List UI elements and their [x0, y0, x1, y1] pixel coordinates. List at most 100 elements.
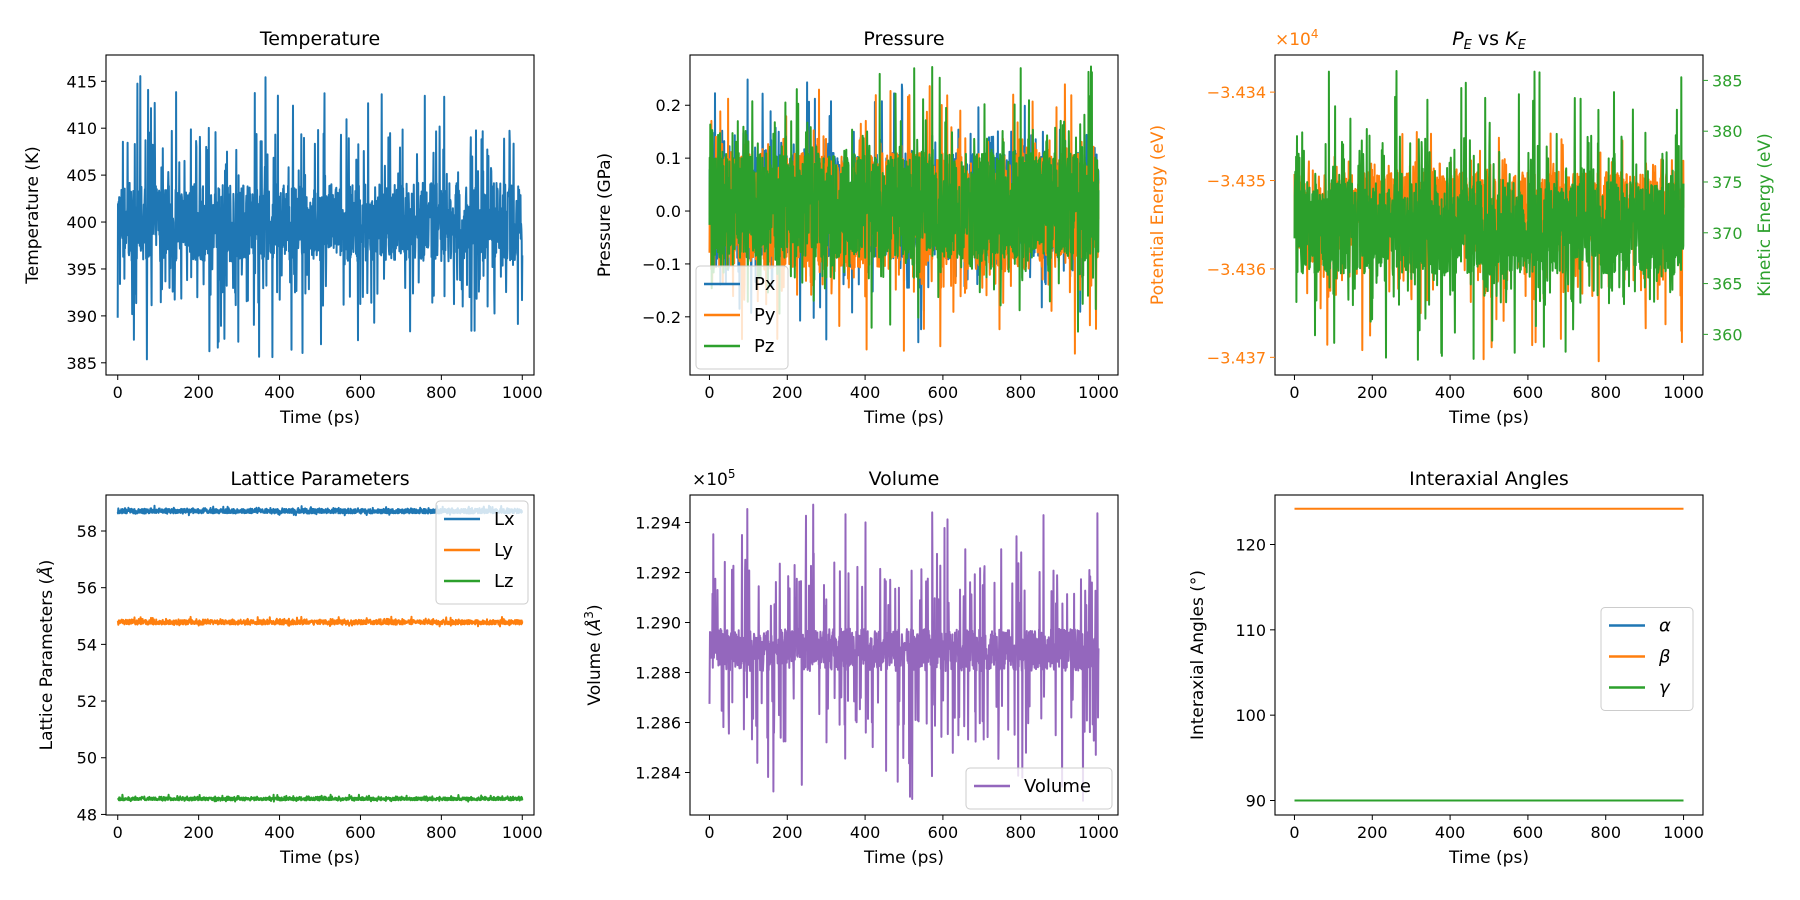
- y-tick-label: 120: [1235, 535, 1266, 554]
- x-tick-label: 400: [264, 383, 295, 402]
- x-tick-label: 600: [345, 383, 376, 402]
- y-tick-label: 405: [66, 166, 97, 185]
- series-line-volume: [708, 503, 1100, 802]
- series-line-pz: [708, 65, 1100, 333]
- y-tick-label: 48: [77, 805, 97, 824]
- x-tick-label: 0: [1289, 383, 1299, 402]
- x-tick-label: 800: [426, 823, 457, 842]
- y2-tick-label: 365: [1712, 275, 1743, 294]
- plot-frame: [105, 54, 535, 376]
- y-tick-label: −3.436: [1207, 260, 1266, 279]
- legend-label: Ly: [494, 540, 513, 561]
- x-tick-label: 1000: [502, 823, 543, 842]
- y2-tick-label: 370: [1712, 224, 1743, 243]
- legend-label: γ: [1659, 678, 1671, 699]
- legend: αβγ: [1600, 607, 1694, 711]
- x-tick-label: 200: [1357, 383, 1388, 402]
- y-tick-label: 0.2: [656, 96, 681, 115]
- legend-label: Px: [754, 274, 776, 295]
- legend-label: Py: [754, 305, 776, 326]
- y-tick-label: −3.437: [1207, 348, 1266, 367]
- chart-panel-6: 0 200 400 600 800 1000 90 100 110 120 Interaxial A…: [1188, 468, 1704, 868]
- legend-box: [1600, 607, 1694, 711]
- y-tick-label: 385: [66, 354, 97, 373]
- series-group: [1294, 507, 1684, 802]
- axis-offset-text: ×105: [692, 467, 736, 490]
- y-tick-label: 0.1: [656, 149, 681, 168]
- y-tick-label: 1.288: [635, 664, 681, 683]
- legend: Lx Ly Lz: [435, 500, 529, 605]
- x-tick-label: 400: [1435, 823, 1466, 842]
- y-tick-label: −0.2: [642, 308, 681, 327]
- y-axis-label: Temperature (K): [23, 146, 43, 285]
- x-tick-label: 200: [183, 823, 214, 842]
- x-axis-label: Time (ps): [863, 848, 944, 868]
- series-line-kinetic-energy: [1293, 70, 1685, 361]
- legend-label: Lz: [494, 571, 513, 592]
- y2-tick-label: 360: [1712, 325, 1743, 344]
- legend-label: Lx: [494, 509, 515, 530]
- y2-axis-label: Kinetic Energy (eV): [1755, 133, 1775, 297]
- series-line-ly: [116, 615, 524, 628]
- y-tick-label: 90: [1246, 791, 1266, 810]
- series-line-temperature: [116, 75, 524, 361]
- plot-frame: [1274, 494, 1704, 816]
- y-tick-label: 390: [66, 307, 97, 326]
- y-tick-label: 410: [66, 119, 97, 138]
- y-tick-label: 1.286: [635, 714, 681, 733]
- legend-label: α: [1659, 616, 1671, 637]
- x-tick-label: 200: [772, 823, 803, 842]
- chart-title: Temperature: [259, 28, 380, 50]
- y-tick-label: 1.294: [635, 514, 681, 533]
- x-axis-label: Time (ps): [279, 408, 360, 428]
- y2-tick-label: 385: [1712, 71, 1743, 90]
- y-tick-label: 400: [66, 213, 97, 232]
- x-tick-label: 800: [1590, 823, 1621, 842]
- y-axis-label: Interaxial Angles (°): [1188, 570, 1208, 740]
- legend: Volume: [965, 767, 1113, 810]
- x-axis-label: Time (ps): [1448, 408, 1529, 428]
- x-tick-label: 200: [772, 383, 803, 402]
- x-axis-label: Time (ps): [1448, 848, 1529, 868]
- legend-label: β: [1658, 647, 1671, 668]
- plot-frame: [1274, 54, 1704, 376]
- y-axis-label: Volume (Å3): [582, 604, 605, 705]
- plot-frame: [689, 494, 1119, 816]
- y-tick-label: 395: [66, 260, 97, 279]
- chart-title: Interaxial Angles: [1409, 468, 1569, 490]
- x-tick-label: 400: [850, 383, 881, 402]
- x-tick-label: 0: [704, 823, 714, 842]
- chart-panel-4: 0 200 400 600 800 1000 48 50 52 54 56 58 Lattice Par…: [35, 468, 543, 868]
- x-tick-label: 600: [928, 823, 959, 842]
- y-tick-label: 58: [77, 522, 97, 541]
- y2-tick-label: 375: [1712, 173, 1743, 192]
- y-tick-label: 1.292: [635, 564, 681, 583]
- x-tick-label: 1000: [1078, 823, 1119, 842]
- x-tick-label: 0: [704, 383, 714, 402]
- x-axis-label: Time (ps): [279, 848, 360, 868]
- y-tick-label: −3.434: [1207, 83, 1266, 102]
- x-tick-label: 800: [1005, 823, 1036, 842]
- series-group: [708, 503, 1100, 802]
- x-tick-label: 1000: [1663, 383, 1704, 402]
- x-tick-label: 600: [928, 383, 959, 402]
- x-tick-label: 0: [1289, 823, 1299, 842]
- x-tick-label: 600: [1513, 823, 1544, 842]
- y-tick-label: 1.284: [635, 764, 681, 783]
- x-tick-label: 800: [1590, 383, 1621, 402]
- x-tick-label: 0: [113, 383, 123, 402]
- x-tick-label: 400: [264, 823, 295, 842]
- chart-panel-1: 0 200 400 600 800 1000 385 390 395 400 405 410 415 Te…: [23, 28, 543, 428]
- chart-title: PE vs KE: [1452, 28, 1526, 53]
- legend-label: Volume: [1024, 776, 1091, 797]
- legend-box: [435, 500, 529, 605]
- y-tick-label: 1.290: [635, 614, 681, 633]
- series-group: [708, 65, 1100, 355]
- x-tick-label: 1000: [502, 383, 543, 402]
- x-tick-label: 200: [1357, 823, 1388, 842]
- y2-tick-label: 380: [1712, 122, 1743, 141]
- x-tick-label: 1000: [1078, 383, 1119, 402]
- series-group: [116, 75, 524, 361]
- x-tick-label: 1000: [1663, 823, 1704, 842]
